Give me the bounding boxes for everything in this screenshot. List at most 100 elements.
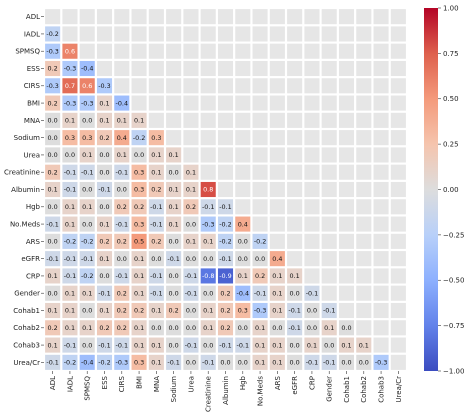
x-tick-label: BMI xyxy=(135,376,143,389)
heatmap-cell xyxy=(131,233,147,249)
masked-cell xyxy=(304,251,320,267)
cell-value-label: -0.1 xyxy=(167,359,179,367)
cell-value-label: -0.1 xyxy=(64,272,76,280)
heatmap-cell xyxy=(183,199,199,215)
masked-cell xyxy=(166,130,182,146)
heatmap-cell xyxy=(217,233,234,249)
cell-value-label: -0.2 xyxy=(81,238,93,246)
masked-cell xyxy=(96,60,113,77)
heatmap-cell xyxy=(114,337,130,353)
heatmap-cell xyxy=(131,354,147,370)
cell-value-label: 0.0 xyxy=(203,289,213,297)
masked-cell xyxy=(390,164,406,180)
cell-value-label: 0.3 xyxy=(134,168,144,176)
x-tick-label: CIRS xyxy=(118,375,126,392)
cell-value-label: -0.3 xyxy=(116,359,128,367)
heatmap-cell xyxy=(235,268,251,284)
heatmap-cell xyxy=(79,181,95,198)
cell-value-label: -0.1 xyxy=(202,359,214,367)
masked-cell xyxy=(252,130,268,146)
masked-cell xyxy=(183,130,199,146)
heatmap-cell xyxy=(79,354,95,370)
cell-value-label: -0.3 xyxy=(46,47,58,55)
y-tick-label: Albumin xyxy=(11,186,40,194)
heatmap-cell xyxy=(131,112,147,128)
masked-cell xyxy=(96,43,113,59)
masked-cell xyxy=(390,9,406,25)
heatmap-cell xyxy=(148,251,164,267)
heatmap-cell xyxy=(62,112,78,128)
heatmap-cell xyxy=(96,251,113,267)
masked-cell xyxy=(390,320,406,336)
heatmap-cell xyxy=(96,268,113,284)
masked-cell xyxy=(183,26,199,42)
heatmap-cell xyxy=(183,164,199,180)
cell-value-label: -0.1 xyxy=(81,168,93,176)
heatmap-cell xyxy=(114,354,130,370)
masked-cell xyxy=(356,199,372,215)
heatmap-cell xyxy=(45,354,61,370)
cell-value-label: -0.1 xyxy=(237,341,249,349)
masked-cell xyxy=(269,112,285,128)
heatmap-cell xyxy=(45,268,61,284)
cell-value-label: 0.1 xyxy=(65,220,75,228)
cell-value-label: 0.1 xyxy=(48,272,58,280)
heatmap-cell xyxy=(148,130,164,146)
cell-value-label: 0.2 xyxy=(220,324,230,332)
masked-cell xyxy=(321,233,337,249)
heatmap-cell xyxy=(62,164,78,180)
cell-value-label: 0.2 xyxy=(99,238,109,246)
heatmap-cell xyxy=(62,181,78,198)
cell-value-label: 0.1 xyxy=(82,203,92,211)
y-tick-label: MNA xyxy=(24,117,40,125)
cell-value-label: 0.0 xyxy=(82,220,92,228)
heatmap-cell xyxy=(183,233,199,249)
cell-value-label: 0.1 xyxy=(186,168,196,176)
heatmap-cell xyxy=(166,337,182,353)
cell-value-label: 0.5 xyxy=(134,238,144,246)
heatmap-cell xyxy=(62,95,78,111)
heatmap-cell xyxy=(62,354,78,370)
masked-cell xyxy=(217,78,234,94)
masked-cell xyxy=(62,26,78,42)
cell-value-label: 0.2 xyxy=(117,203,127,211)
y-tick-label: SPMSQ xyxy=(15,48,40,56)
cell-value-label: -0.2 xyxy=(81,272,93,280)
masked-cell xyxy=(269,164,285,180)
masked-cell xyxy=(338,147,355,163)
masked-cell xyxy=(287,78,303,94)
y-tick-label: CIRS xyxy=(24,82,41,90)
masked-cell xyxy=(131,95,147,111)
heatmap-cell xyxy=(252,302,268,319)
cell-value-label: 0.0 xyxy=(151,324,161,332)
masked-cell xyxy=(373,95,389,111)
heatmap-cell xyxy=(287,268,303,284)
heatmap-cell xyxy=(79,302,95,319)
cell-value-label: 0.0 xyxy=(290,289,300,297)
y-tick-label: Cohab2 xyxy=(13,324,40,332)
heatmap-cell xyxy=(45,199,61,215)
heatmap-cell xyxy=(45,337,61,353)
heatmap-cell xyxy=(252,354,268,370)
cell-value-label: 0.1 xyxy=(99,99,109,107)
cell-value-label: 0.1 xyxy=(99,307,109,315)
heatmap-cell xyxy=(166,181,182,198)
masked-cell xyxy=(304,9,320,25)
cell-value-label: 0.1 xyxy=(65,203,75,211)
cell-value-label: 0.0 xyxy=(186,220,196,228)
heatmap-cell xyxy=(200,302,216,319)
heatmap-cell xyxy=(217,354,234,370)
cell-value-label: 0.0 xyxy=(99,168,109,176)
cell-value-label: 0.1 xyxy=(169,151,179,159)
heatmap-cell xyxy=(131,181,147,198)
heatmap-cell xyxy=(114,251,130,267)
heatmap-cell xyxy=(79,251,95,267)
masked-cell xyxy=(252,9,268,25)
masked-cell xyxy=(166,26,182,42)
cell-value-label: 0.0 xyxy=(169,238,179,246)
heatmap-cell xyxy=(96,216,113,232)
cell-value-label: 0.2 xyxy=(99,324,109,332)
heatmap-cell xyxy=(114,216,130,232)
masked-cell xyxy=(304,268,320,284)
cell-value-label: 0.3 xyxy=(134,220,144,228)
